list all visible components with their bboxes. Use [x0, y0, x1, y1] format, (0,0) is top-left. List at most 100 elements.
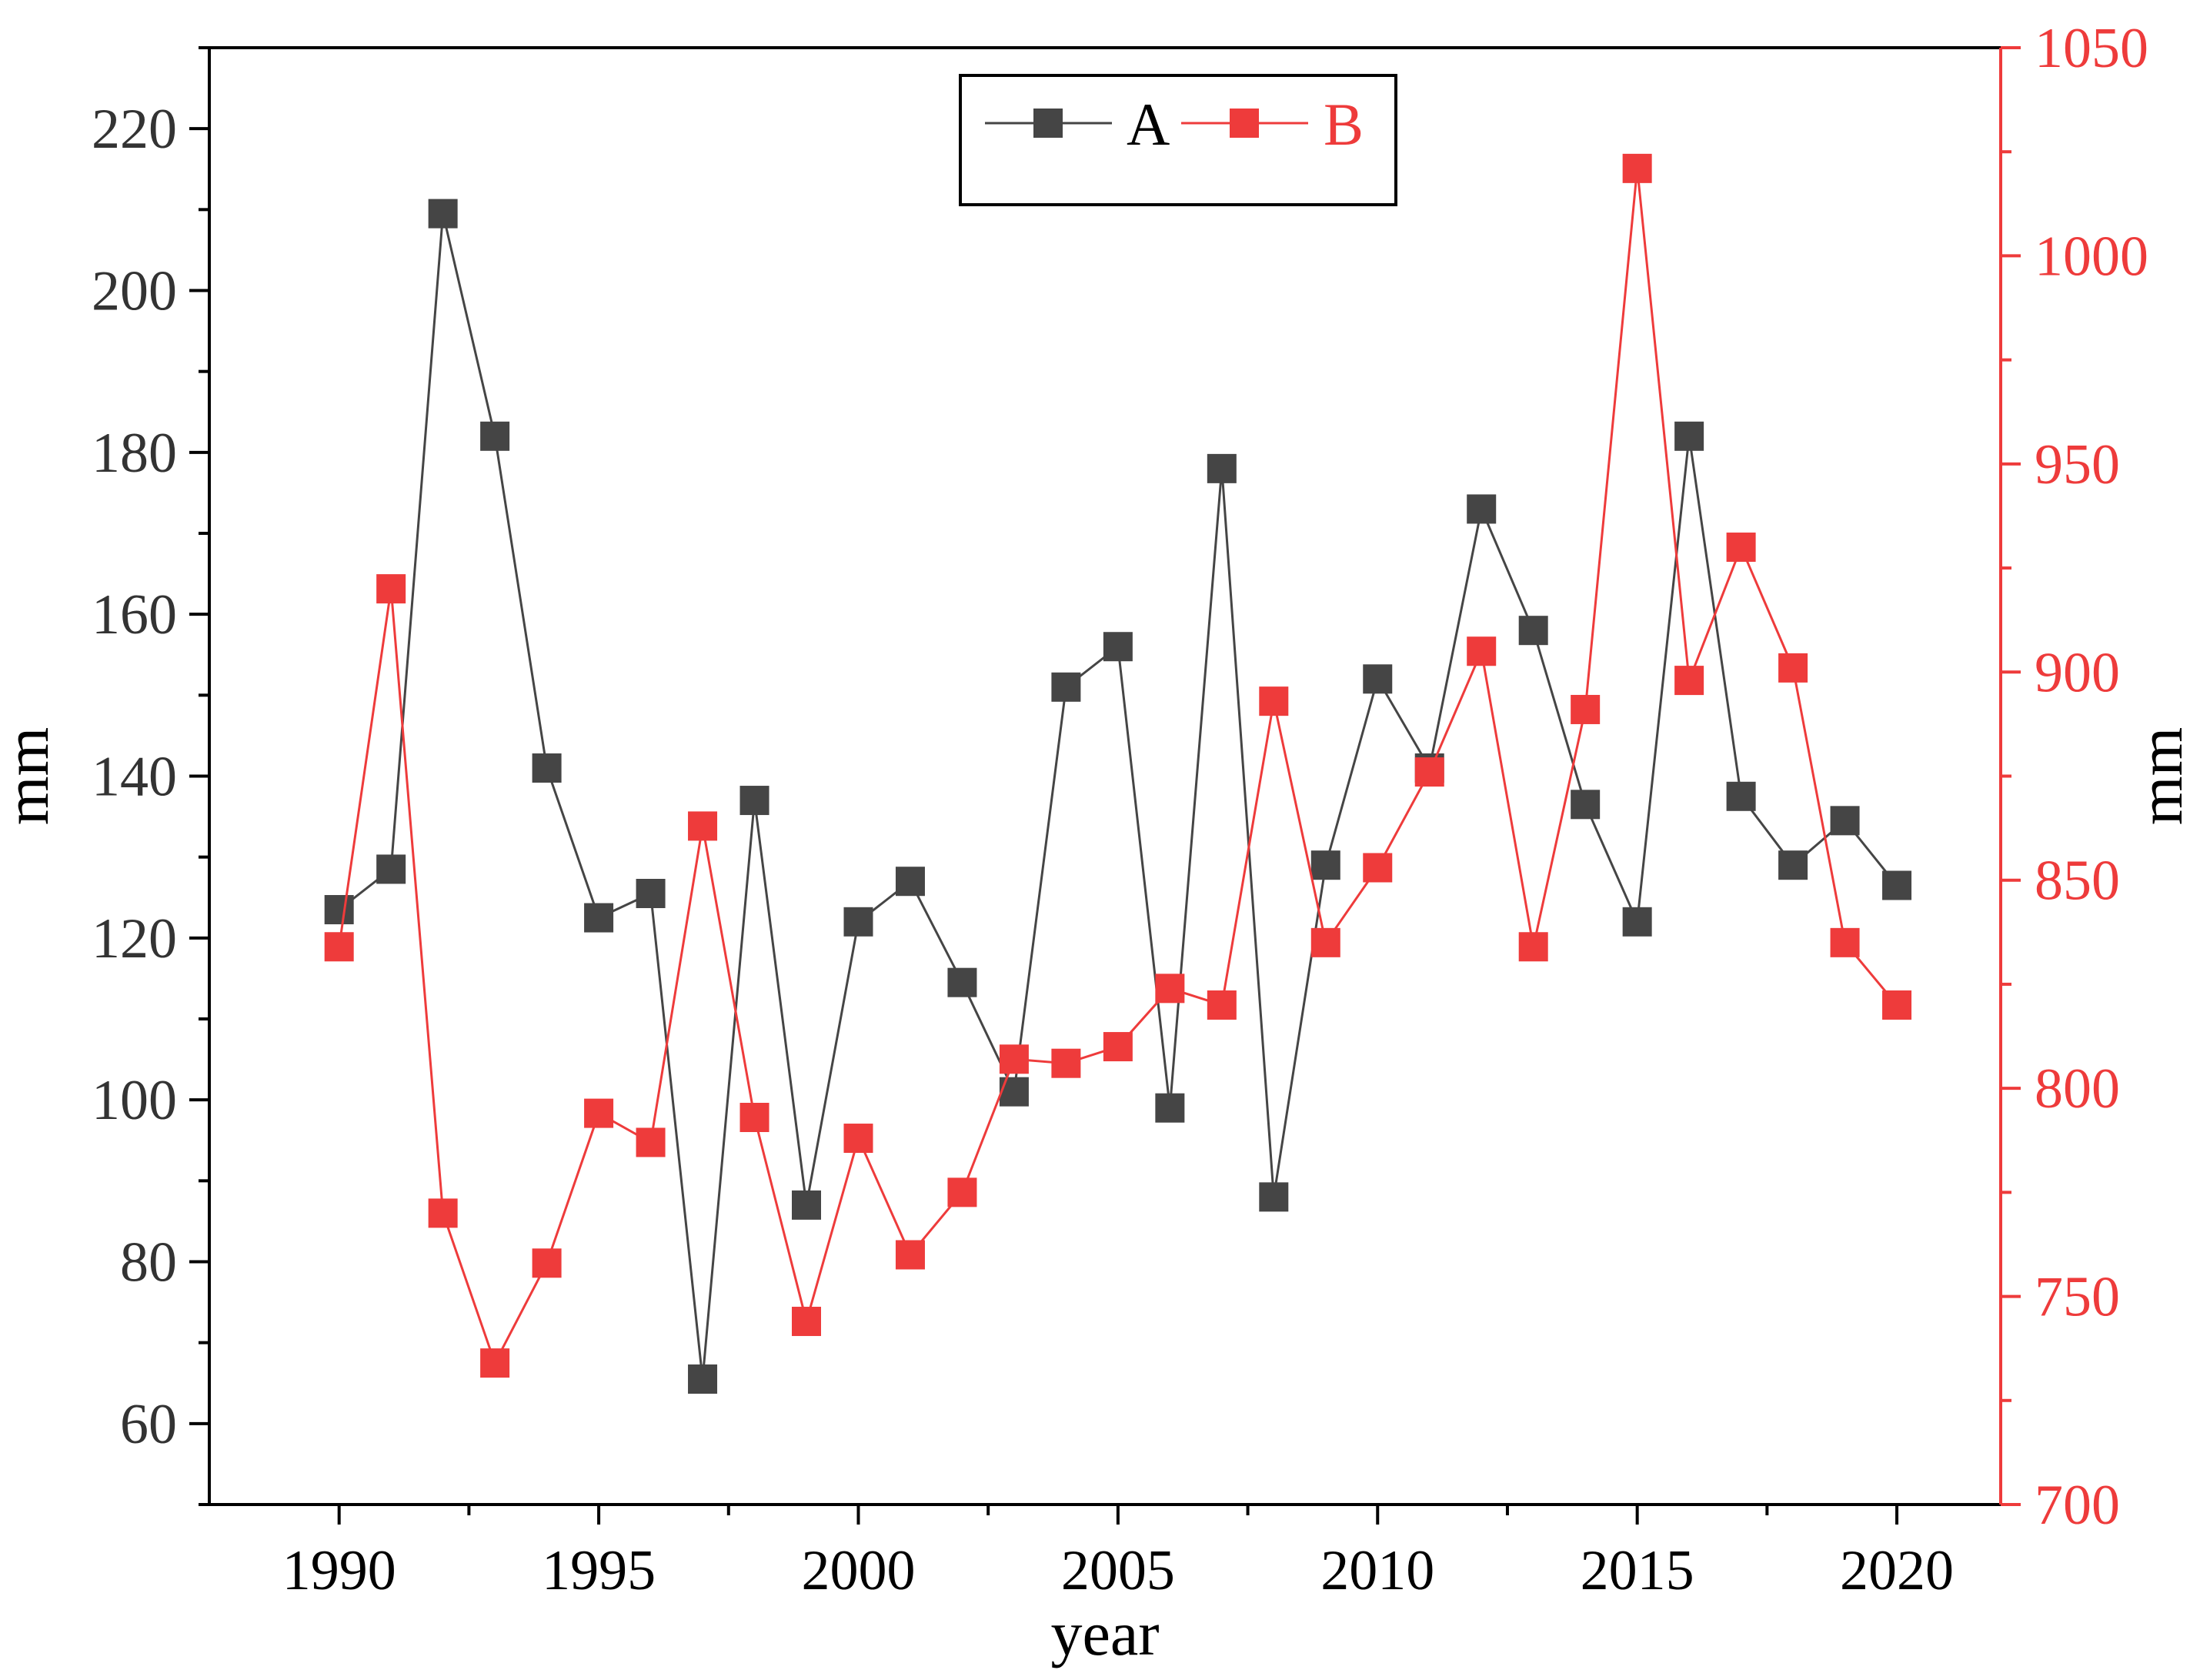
- data-point-A: [739, 786, 769, 816]
- y2-axis-title: mm: [2125, 727, 2195, 826]
- y-tick-label: 100: [92, 1069, 177, 1132]
- y-tick-label: 200: [92, 260, 177, 323]
- legend-box: [959, 74, 1397, 206]
- y2-tick-label: 750: [2035, 1266, 2120, 1329]
- data-point-B: [1051, 1048, 1081, 1078]
- data-point-A: [480, 421, 510, 451]
- data-point-A: [532, 753, 562, 783]
- data-point-A: [1207, 453, 1237, 483]
- data-point-B: [480, 1348, 510, 1378]
- legend-marker-B: [1230, 109, 1259, 138]
- data-point-B: [376, 574, 406, 604]
- data-point-A: [1259, 1182, 1289, 1212]
- data-point-B: [532, 1248, 562, 1278]
- x-axis-title: year: [1050, 1598, 1159, 1668]
- y2-tick-label: 800: [2035, 1057, 2120, 1121]
- x-tick-label: 2010: [1320, 1539, 1434, 1602]
- legend-label-B: B: [1324, 91, 1364, 158]
- data-point-B: [1622, 153, 1652, 183]
- data-point-A: [324, 895, 354, 925]
- data-point-B: [739, 1103, 769, 1133]
- data-point-A: [1518, 616, 1548, 646]
- y2-tick-label: 1000: [2035, 225, 2148, 288]
- data-point-B: [324, 932, 354, 962]
- data-point-B: [584, 1098, 614, 1128]
- axes: [189, 46, 2021, 1525]
- data-point-A: [1882, 870, 1912, 900]
- data-point-B: [792, 1307, 821, 1337]
- plot-series: [324, 153, 1912, 1394]
- data-point-B: [1571, 694, 1601, 724]
- data-point-B: [428, 1198, 458, 1228]
- x-tick-label: 2005: [1061, 1539, 1175, 1602]
- data-point-A: [1051, 672, 1081, 702]
- data-point-B: [843, 1124, 873, 1154]
- data-point-A: [636, 878, 666, 908]
- data-point-B: [636, 1127, 666, 1157]
- data-point-B: [1830, 927, 1860, 957]
- data-point-A: [895, 867, 925, 897]
- y2-tick-label: 700: [2035, 1474, 2120, 1537]
- data-point-A: [1674, 421, 1704, 451]
- data-point-A: [947, 967, 977, 997]
- x-tick-label: 1995: [542, 1539, 656, 1602]
- data-point-B: [1207, 990, 1237, 1020]
- y-tick-label: 140: [92, 746, 177, 809]
- series-line-B: [338, 168, 1898, 1366]
- y2-tick-label: 900: [2035, 641, 2120, 704]
- data-point-B: [1674, 666, 1704, 696]
- data-point-A: [1310, 850, 1340, 880]
- data-point-B: [1259, 686, 1289, 716]
- data-point-B: [1310, 927, 1340, 957]
- data-point-B: [999, 1044, 1029, 1074]
- x-tick-label: 2000: [801, 1539, 915, 1602]
- y-tick-label: 80: [120, 1231, 177, 1294]
- y2-tick-label: 950: [2035, 433, 2120, 496]
- y2-tick-label: 850: [2035, 850, 2120, 913]
- x-tick-label: 2015: [1581, 1539, 1694, 1602]
- y2-tick-label: 1050: [2035, 17, 2148, 80]
- data-point-A: [1363, 664, 1393, 694]
- data-point-A: [999, 1077, 1029, 1107]
- y-tick-label: 160: [92, 583, 177, 646]
- data-point-A: [1726, 781, 1756, 811]
- series-line-A: [338, 213, 1898, 1380]
- data-point-B: [1726, 533, 1756, 563]
- data-point-B: [1882, 990, 1912, 1020]
- data-point-B: [1414, 757, 1444, 787]
- data-point-B: [1363, 853, 1393, 883]
- data-point-B: [688, 811, 718, 841]
- data-point-A: [1830, 806, 1860, 836]
- data-point-B: [1155, 974, 1185, 1004]
- data-point-A: [688, 1364, 718, 1394]
- y-tick-label: 120: [92, 907, 177, 970]
- data-point-A: [376, 854, 406, 884]
- data-point-A: [1778, 850, 1808, 880]
- x-tick-label: 1990: [282, 1539, 396, 1602]
- x-tick-label: 2020: [1840, 1539, 1954, 1602]
- data-point-A: [428, 199, 458, 229]
- y-tick-label: 220: [92, 98, 177, 161]
- y-tick-label: 60: [120, 1393, 177, 1456]
- data-point-A: [584, 903, 614, 933]
- data-point-B: [1518, 932, 1548, 962]
- data-point-B: [1467, 636, 1497, 666]
- axis-labels: 1990 1995 2000 2005 2010 2015 2020 60 80 100 120 14…: [0, 17, 2195, 1668]
- data-point-B: [895, 1240, 925, 1270]
- legend-marker-A: [1033, 109, 1063, 138]
- legend-label-A: A: [1127, 91, 1170, 158]
- data-point-A: [1571, 790, 1601, 820]
- data-point-A: [792, 1190, 821, 1220]
- y-tick-label: 180: [92, 422, 177, 485]
- data-point-A: [1622, 907, 1652, 937]
- data-point-A: [843, 907, 873, 937]
- data-point-A: [1103, 632, 1133, 662]
- data-point-A: [1155, 1093, 1185, 1123]
- data-point-B: [1103, 1032, 1133, 1062]
- y-axis-title: mm: [0, 727, 62, 826]
- data-point-A: [1467, 494, 1497, 524]
- data-point-B: [947, 1177, 977, 1207]
- data-point-B: [1778, 653, 1808, 683]
